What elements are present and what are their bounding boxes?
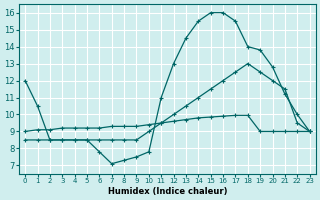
X-axis label: Humidex (Indice chaleur): Humidex (Indice chaleur) <box>108 187 227 196</box>
